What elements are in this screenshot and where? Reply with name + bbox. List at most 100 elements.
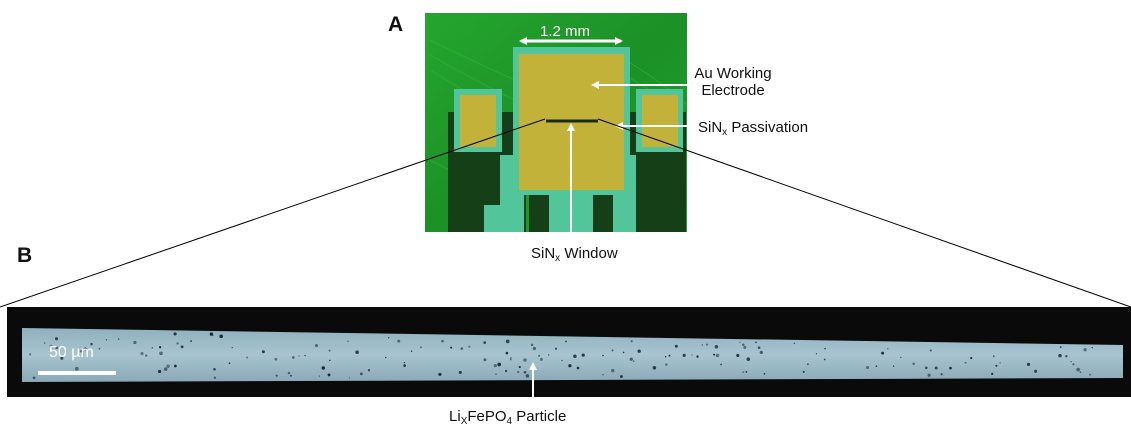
gold-left-pad	[460, 95, 496, 147]
particle-dot	[441, 339, 444, 343]
particle-dot	[565, 340, 567, 343]
particle-dot	[866, 366, 870, 369]
particle-dot	[213, 367, 216, 371]
window-label: SiNx Window	[531, 245, 618, 264]
particle-dot	[824, 347, 826, 350]
particle-dot	[1083, 348, 1087, 352]
particle-dot	[304, 354, 306, 357]
particle-dot	[992, 355, 995, 358]
particle-dot	[934, 366, 938, 370]
particle-dot	[900, 356, 902, 359]
particle-dot	[746, 357, 751, 361]
particle-dot	[517, 370, 520, 374]
particle-dot	[995, 364, 998, 367]
particle-dot	[145, 354, 148, 357]
particle-dot	[554, 347, 558, 350]
particle-dot	[419, 346, 422, 349]
particle-dot	[632, 360, 635, 362]
particle-dot	[133, 340, 137, 345]
particle-dot	[504, 369, 508, 373]
particle-dot	[327, 373, 331, 377]
particle-label-sub1: X	[460, 416, 468, 427]
particle-dot	[523, 358, 527, 362]
particle-dot	[806, 363, 809, 366]
particle-dot	[757, 346, 761, 350]
particle-dot	[60, 356, 64, 360]
particle-dot	[84, 347, 87, 350]
particle-dot	[525, 374, 530, 378]
particle-dot	[54, 337, 59, 341]
particle-dot	[219, 334, 224, 339]
working-electrode-label-line2: Electrode	[701, 82, 765, 99]
particle-dot	[468, 345, 471, 348]
particle-dot	[460, 347, 464, 350]
particle-dot	[173, 332, 177, 336]
particle-label-sub2: 4	[506, 416, 513, 427]
particle-dot	[151, 347, 154, 349]
particle-dot	[802, 370, 805, 373]
particle-dot	[1059, 346, 1062, 349]
particle-label-mid: FePO	[467, 408, 507, 425]
particle-dot	[530, 343, 534, 347]
particle-dot	[289, 374, 292, 377]
particle-dot	[696, 355, 699, 358]
particle-dot	[668, 354, 671, 357]
particle-dot	[568, 364, 572, 368]
particle-dot	[213, 376, 217, 379]
particle-dot	[532, 346, 537, 351]
particle-dot	[743, 345, 747, 349]
particle-dot	[949, 366, 952, 370]
particle-dot	[328, 349, 331, 352]
particle-dot	[1072, 363, 1075, 366]
particle-dot	[637, 349, 641, 353]
particle-dot	[274, 357, 278, 361]
dark-gap-right	[593, 195, 613, 232]
particle-dot	[720, 363, 722, 366]
particle-dot	[74, 366, 79, 371]
particle-dot	[1089, 373, 1092, 376]
scale-bar-label: 50 µm	[49, 344, 94, 361]
particle-dot	[742, 371, 745, 373]
particle-dot	[701, 344, 704, 346]
window-label-sub: x	[555, 253, 561, 264]
particle-dot	[1076, 367, 1080, 372]
passivation-label-rest: Passivation	[727, 119, 809, 136]
particle-dot	[450, 346, 453, 349]
particle-dot	[745, 371, 748, 373]
particle-dot	[105, 339, 108, 341]
micrograph	[7, 307, 1131, 402]
particle-dot	[140, 352, 144, 356]
working-electrode-label-line1: Au Working	[694, 65, 772, 82]
particle-dot	[32, 376, 36, 380]
particle-dot	[367, 369, 371, 372]
particle-dot	[763, 373, 766, 375]
particle-dot	[493, 364, 497, 368]
particle-dot	[174, 364, 177, 368]
particle-dot	[329, 359, 331, 362]
particle-dot	[715, 353, 720, 358]
particle-dot	[403, 361, 406, 364]
particle-dot	[438, 372, 442, 376]
particle-dot	[314, 344, 319, 348]
particle-dot	[970, 356, 973, 360]
particle-dot	[298, 355, 300, 357]
particle-dot	[385, 356, 387, 359]
particle-dot	[991, 372, 994, 375]
particle-dot	[483, 358, 487, 362]
working-electrode-label: Au Working Electrode	[691, 65, 775, 99]
particle-dot	[742, 343, 745, 347]
passivation-label-main: SiN	[698, 119, 723, 136]
particle-dot	[875, 365, 878, 368]
particle-dot	[611, 368, 615, 373]
particle-dot	[348, 377, 351, 379]
particle-dot	[629, 357, 633, 361]
particle-dot	[458, 370, 462, 374]
particle-dot	[619, 375, 623, 378]
particle-dot	[664, 355, 667, 358]
particle-dot	[759, 350, 763, 355]
particle-dot	[823, 358, 826, 361]
gold-right-pad	[642, 95, 678, 147]
device-photo	[425, 13, 688, 232]
particle-dot	[212, 334, 214, 337]
